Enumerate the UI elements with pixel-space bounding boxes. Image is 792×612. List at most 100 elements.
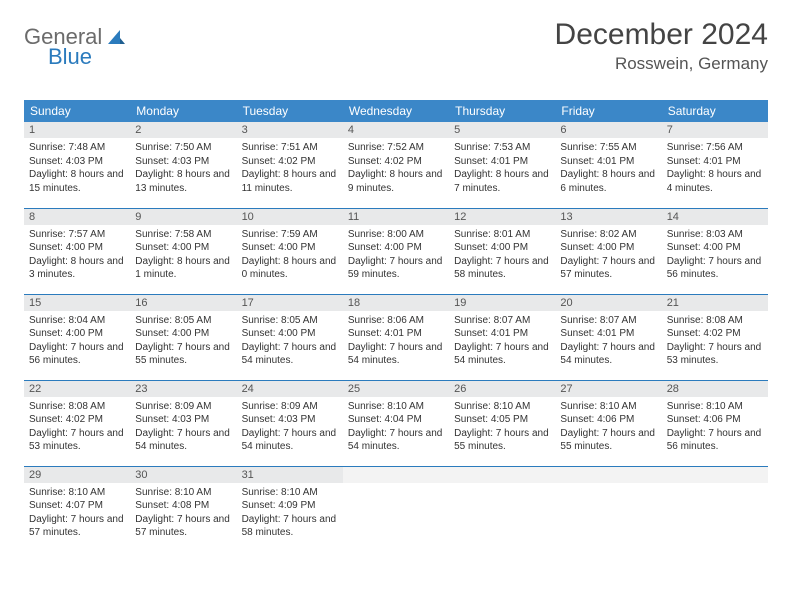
day-number: 18 xyxy=(343,295,449,311)
day-body: Sunrise: 8:08 AMSunset: 4:02 PMDaylight:… xyxy=(662,311,768,370)
calendar-day-cell: 30Sunrise: 8:10 AMSunset: 4:08 PMDayligh… xyxy=(130,466,236,552)
day-number: 9 xyxy=(130,209,236,225)
calendar-day-cell: 17Sunrise: 8:05 AMSunset: 4:00 PMDayligh… xyxy=(237,294,343,380)
weekday-header: Tuesday xyxy=(237,100,343,122)
day-number: 6 xyxy=(555,122,661,138)
calendar-week-row: 8Sunrise: 7:57 AMSunset: 4:00 PMDaylight… xyxy=(24,208,768,294)
title-block: December 2024 Rosswein, Germany xyxy=(555,18,768,74)
weekday-header: Saturday xyxy=(662,100,768,122)
day-body: Sunrise: 7:52 AMSunset: 4:02 PMDaylight:… xyxy=(343,138,449,197)
calendar-day-cell: 11Sunrise: 8:00 AMSunset: 4:00 PMDayligh… xyxy=(343,208,449,294)
calendar-day-cell: 10Sunrise: 7:59 AMSunset: 4:00 PMDayligh… xyxy=(237,208,343,294)
calendar-day-cell: 13Sunrise: 8:02 AMSunset: 4:00 PMDayligh… xyxy=(555,208,661,294)
day-number: 10 xyxy=(237,209,343,225)
day-body: Sunrise: 8:02 AMSunset: 4:00 PMDaylight:… xyxy=(555,225,661,284)
calendar-day-cell: 2Sunrise: 7:50 AMSunset: 4:03 PMDaylight… xyxy=(130,122,236,208)
calendar-day-cell: 8Sunrise: 7:57 AMSunset: 4:00 PMDaylight… xyxy=(24,208,130,294)
weekday-header: Sunday xyxy=(24,100,130,122)
day-number: 24 xyxy=(237,381,343,397)
calendar-day-cell: 6Sunrise: 7:55 AMSunset: 4:01 PMDaylight… xyxy=(555,122,661,208)
day-body: Sunrise: 8:10 AMSunset: 4:04 PMDaylight:… xyxy=(343,397,449,456)
day-number: 19 xyxy=(449,295,555,311)
day-number: 14 xyxy=(662,209,768,225)
day-number-empty xyxy=(449,467,555,483)
day-body: Sunrise: 8:05 AMSunset: 4:00 PMDaylight:… xyxy=(237,311,343,370)
day-body: Sunrise: 8:10 AMSunset: 4:09 PMDaylight:… xyxy=(237,483,343,542)
day-number: 13 xyxy=(555,209,661,225)
weekday-header: Friday xyxy=(555,100,661,122)
calendar-day-cell: 29Sunrise: 8:10 AMSunset: 4:07 PMDayligh… xyxy=(24,466,130,552)
calendar-day-cell xyxy=(555,466,661,552)
calendar-day-cell: 21Sunrise: 8:08 AMSunset: 4:02 PMDayligh… xyxy=(662,294,768,380)
page-header: General December 2024 Rosswein, Germany xyxy=(24,18,768,74)
weekday-header-row: Sunday Monday Tuesday Wednesday Thursday… xyxy=(24,100,768,122)
weekday-header: Monday xyxy=(130,100,236,122)
calendar-day-cell xyxy=(449,466,555,552)
weekday-header: Thursday xyxy=(449,100,555,122)
calendar-day-cell: 3Sunrise: 7:51 AMSunset: 4:02 PMDaylight… xyxy=(237,122,343,208)
calendar-day-cell: 23Sunrise: 8:09 AMSunset: 4:03 PMDayligh… xyxy=(130,380,236,466)
day-body: Sunrise: 8:03 AMSunset: 4:00 PMDaylight:… xyxy=(662,225,768,284)
day-number: 23 xyxy=(130,381,236,397)
calendar-table: Sunday Monday Tuesday Wednesday Thursday… xyxy=(24,100,768,552)
day-body: Sunrise: 8:00 AMSunset: 4:00 PMDaylight:… xyxy=(343,225,449,284)
day-number: 20 xyxy=(555,295,661,311)
calendar-day-cell xyxy=(343,466,449,552)
calendar-week-row: 22Sunrise: 8:08 AMSunset: 4:02 PMDayligh… xyxy=(24,380,768,466)
calendar-week-row: 29Sunrise: 8:10 AMSunset: 4:07 PMDayligh… xyxy=(24,466,768,552)
day-body: Sunrise: 8:10 AMSunset: 4:06 PMDaylight:… xyxy=(555,397,661,456)
day-body: Sunrise: 8:07 AMSunset: 4:01 PMDaylight:… xyxy=(555,311,661,370)
calendar-day-cell: 20Sunrise: 8:07 AMSunset: 4:01 PMDayligh… xyxy=(555,294,661,380)
day-number: 2 xyxy=(130,122,236,138)
calendar-day-cell: 7Sunrise: 7:56 AMSunset: 4:01 PMDaylight… xyxy=(662,122,768,208)
brand-sail-icon xyxy=(106,28,126,46)
brand-word-2: Blue xyxy=(48,44,92,70)
day-body: Sunrise: 8:10 AMSunset: 4:06 PMDaylight:… xyxy=(662,397,768,456)
calendar-day-cell: 1Sunrise: 7:48 AMSunset: 4:03 PMDaylight… xyxy=(24,122,130,208)
day-number: 16 xyxy=(130,295,236,311)
day-number: 28 xyxy=(662,381,768,397)
calendar-day-cell: 19Sunrise: 8:07 AMSunset: 4:01 PMDayligh… xyxy=(449,294,555,380)
day-number: 5 xyxy=(449,122,555,138)
day-body: Sunrise: 8:10 AMSunset: 4:08 PMDaylight:… xyxy=(130,483,236,542)
day-number: 21 xyxy=(662,295,768,311)
day-number-empty xyxy=(343,467,449,483)
day-body: Sunrise: 7:59 AMSunset: 4:00 PMDaylight:… xyxy=(237,225,343,284)
weekday-header: Wednesday xyxy=(343,100,449,122)
month-title: December 2024 xyxy=(555,18,768,52)
day-body: Sunrise: 8:08 AMSunset: 4:02 PMDaylight:… xyxy=(24,397,130,456)
day-body: Sunrise: 8:06 AMSunset: 4:01 PMDaylight:… xyxy=(343,311,449,370)
calendar-day-cell: 28Sunrise: 8:10 AMSunset: 4:06 PMDayligh… xyxy=(662,380,768,466)
day-number: 31 xyxy=(237,467,343,483)
calendar-day-cell: 4Sunrise: 7:52 AMSunset: 4:02 PMDaylight… xyxy=(343,122,449,208)
day-body: Sunrise: 7:56 AMSunset: 4:01 PMDaylight:… xyxy=(662,138,768,197)
day-body: Sunrise: 8:07 AMSunset: 4:01 PMDaylight:… xyxy=(449,311,555,370)
location-label: Rosswein, Germany xyxy=(555,54,768,74)
day-body: Sunrise: 8:01 AMSunset: 4:00 PMDaylight:… xyxy=(449,225,555,284)
calendar-week-row: 15Sunrise: 8:04 AMSunset: 4:00 PMDayligh… xyxy=(24,294,768,380)
calendar-day-cell xyxy=(662,466,768,552)
day-body: Sunrise: 8:10 AMSunset: 4:05 PMDaylight:… xyxy=(449,397,555,456)
day-body: Sunrise: 7:58 AMSunset: 4:00 PMDaylight:… xyxy=(130,225,236,284)
calendar-day-cell: 9Sunrise: 7:58 AMSunset: 4:00 PMDaylight… xyxy=(130,208,236,294)
day-body: Sunrise: 7:51 AMSunset: 4:02 PMDaylight:… xyxy=(237,138,343,197)
day-number: 4 xyxy=(343,122,449,138)
calendar-day-cell: 25Sunrise: 8:10 AMSunset: 4:04 PMDayligh… xyxy=(343,380,449,466)
day-number: 26 xyxy=(449,381,555,397)
day-body: Sunrise: 7:50 AMSunset: 4:03 PMDaylight:… xyxy=(130,138,236,197)
day-number: 15 xyxy=(24,295,130,311)
calendar-day-cell: 26Sunrise: 8:10 AMSunset: 4:05 PMDayligh… xyxy=(449,380,555,466)
day-number: 11 xyxy=(343,209,449,225)
day-body: Sunrise: 7:55 AMSunset: 4:01 PMDaylight:… xyxy=(555,138,661,197)
day-body: Sunrise: 8:09 AMSunset: 4:03 PMDaylight:… xyxy=(237,397,343,456)
calendar-day-cell: 12Sunrise: 8:01 AMSunset: 4:00 PMDayligh… xyxy=(449,208,555,294)
day-number: 25 xyxy=(343,381,449,397)
calendar-day-cell: 15Sunrise: 8:04 AMSunset: 4:00 PMDayligh… xyxy=(24,294,130,380)
calendar-day-cell: 22Sunrise: 8:08 AMSunset: 4:02 PMDayligh… xyxy=(24,380,130,466)
day-number: 3 xyxy=(237,122,343,138)
day-body: Sunrise: 8:10 AMSunset: 4:07 PMDaylight:… xyxy=(24,483,130,542)
calendar-day-cell: 24Sunrise: 8:09 AMSunset: 4:03 PMDayligh… xyxy=(237,380,343,466)
day-body: Sunrise: 7:48 AMSunset: 4:03 PMDaylight:… xyxy=(24,138,130,197)
day-number: 8 xyxy=(24,209,130,225)
calendar-week-row: 1Sunrise: 7:48 AMSunset: 4:03 PMDaylight… xyxy=(24,122,768,208)
